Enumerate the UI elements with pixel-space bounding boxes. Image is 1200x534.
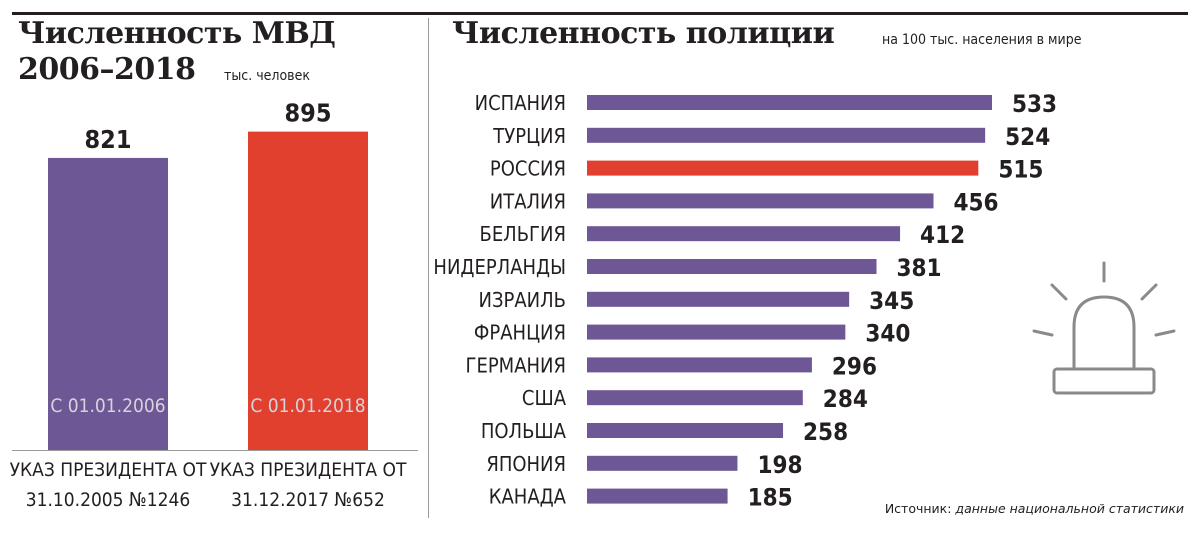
police-country-label: ЯПОНИЯ bbox=[486, 452, 566, 476]
police-bar bbox=[587, 226, 901, 242]
police-country-label: США bbox=[522, 386, 567, 410]
police-bar bbox=[587, 160, 979, 176]
mvd-bar-caption2-1: 31.10.2005 №1246 bbox=[26, 489, 191, 511]
top-rule bbox=[12, 12, 1188, 15]
police-country-label: КАНАДА bbox=[489, 485, 567, 509]
police-bar bbox=[587, 357, 812, 373]
mvd-bar-value-1: 821 bbox=[85, 125, 132, 154]
police-bar-value: 515 bbox=[998, 156, 1043, 184]
panel-divider bbox=[428, 18, 429, 518]
police-bar-value: 412 bbox=[920, 221, 965, 249]
police-bar bbox=[587, 324, 846, 340]
police-country-label: ФРАНЦИЯ bbox=[474, 321, 566, 345]
police-bar bbox=[587, 127, 986, 143]
mvd-bar-chart: 821 С 01.01.2006 УКАЗ ПРЕЗИДЕНТА ОТ 31.10.2… bbox=[10, 99, 407, 511]
police-bar bbox=[587, 455, 738, 471]
mvd-bar-caption2-2: 31.12.2017 №652 bbox=[231, 489, 385, 511]
police-bar-value: 524 bbox=[1005, 123, 1050, 151]
mvd-bar-caption1-2: УКАЗ ПРЕЗИДЕНТА ОТ bbox=[210, 459, 407, 481]
police-country-label: РОССИЯ bbox=[490, 157, 566, 181]
police-country-label: ПОЛЬША bbox=[481, 419, 567, 443]
police-bar bbox=[587, 390, 803, 406]
police-bar bbox=[587, 291, 850, 307]
right-title: Численность полиции bbox=[452, 16, 835, 51]
police-country-label: БЕЛЬГИЯ bbox=[479, 222, 566, 246]
police-bar-value: 296 bbox=[832, 352, 877, 380]
siren-icon bbox=[1032, 261, 1176, 395]
police-bar bbox=[587, 259, 877, 274]
left-title-line1: Численность МВД bbox=[18, 16, 336, 51]
police-country-label: ГЕРМАНИЯ bbox=[465, 353, 566, 377]
source-text: данные национальной статистики bbox=[955, 501, 1184, 516]
police-country-label: ИЗРАИЛЬ bbox=[479, 288, 566, 312]
right-subtitle: на 100 тыс. населения в мире bbox=[882, 32, 1082, 48]
police-country-label: ИСПАНИЯ bbox=[475, 91, 566, 115]
police-country-label: ИТАЛИЯ bbox=[490, 189, 566, 213]
source-note: Источник: данные национальной статистики bbox=[885, 501, 1184, 516]
mvd-bar-2 bbox=[248, 131, 368, 450]
source-label: Источник: bbox=[884, 501, 952, 516]
police-bar-value: 198 bbox=[757, 451, 802, 479]
police-bar-value: 345 bbox=[869, 287, 914, 315]
mvd-bar-label-2: С 01.01.2018 bbox=[250, 395, 365, 417]
police-bar bbox=[587, 488, 728, 504]
police-bar-value: 533 bbox=[1012, 90, 1057, 118]
police-bar bbox=[587, 95, 992, 110]
police-bar bbox=[587, 193, 934, 209]
police-bar-value: 185 bbox=[748, 484, 793, 512]
left-title-line2: 2006–2018 bbox=[18, 52, 196, 87]
left-unit: тыс. человек bbox=[224, 68, 310, 84]
mvd-bar-value-2: 895 bbox=[285, 99, 332, 128]
police-bar-value: 456 bbox=[953, 188, 998, 216]
police-bar-value: 258 bbox=[803, 418, 848, 446]
police-country-label: НИДЕРЛАНДЫ bbox=[433, 255, 566, 279]
mvd-bar-label-1: С 01.01.2006 bbox=[50, 395, 165, 417]
mvd-bar-caption1-1: УКАЗ ПРЕЗИДЕНТА ОТ bbox=[10, 459, 207, 481]
mvd-bar-1 bbox=[48, 157, 168, 450]
police-bar-value: 284 bbox=[823, 385, 868, 413]
police-bar-value: 340 bbox=[865, 320, 910, 348]
police-bar bbox=[587, 423, 784, 438]
left-baseline bbox=[12, 450, 418, 451]
police-bar-value: 381 bbox=[897, 254, 942, 282]
police-country-label: ТУРЦИЯ bbox=[492, 124, 566, 148]
